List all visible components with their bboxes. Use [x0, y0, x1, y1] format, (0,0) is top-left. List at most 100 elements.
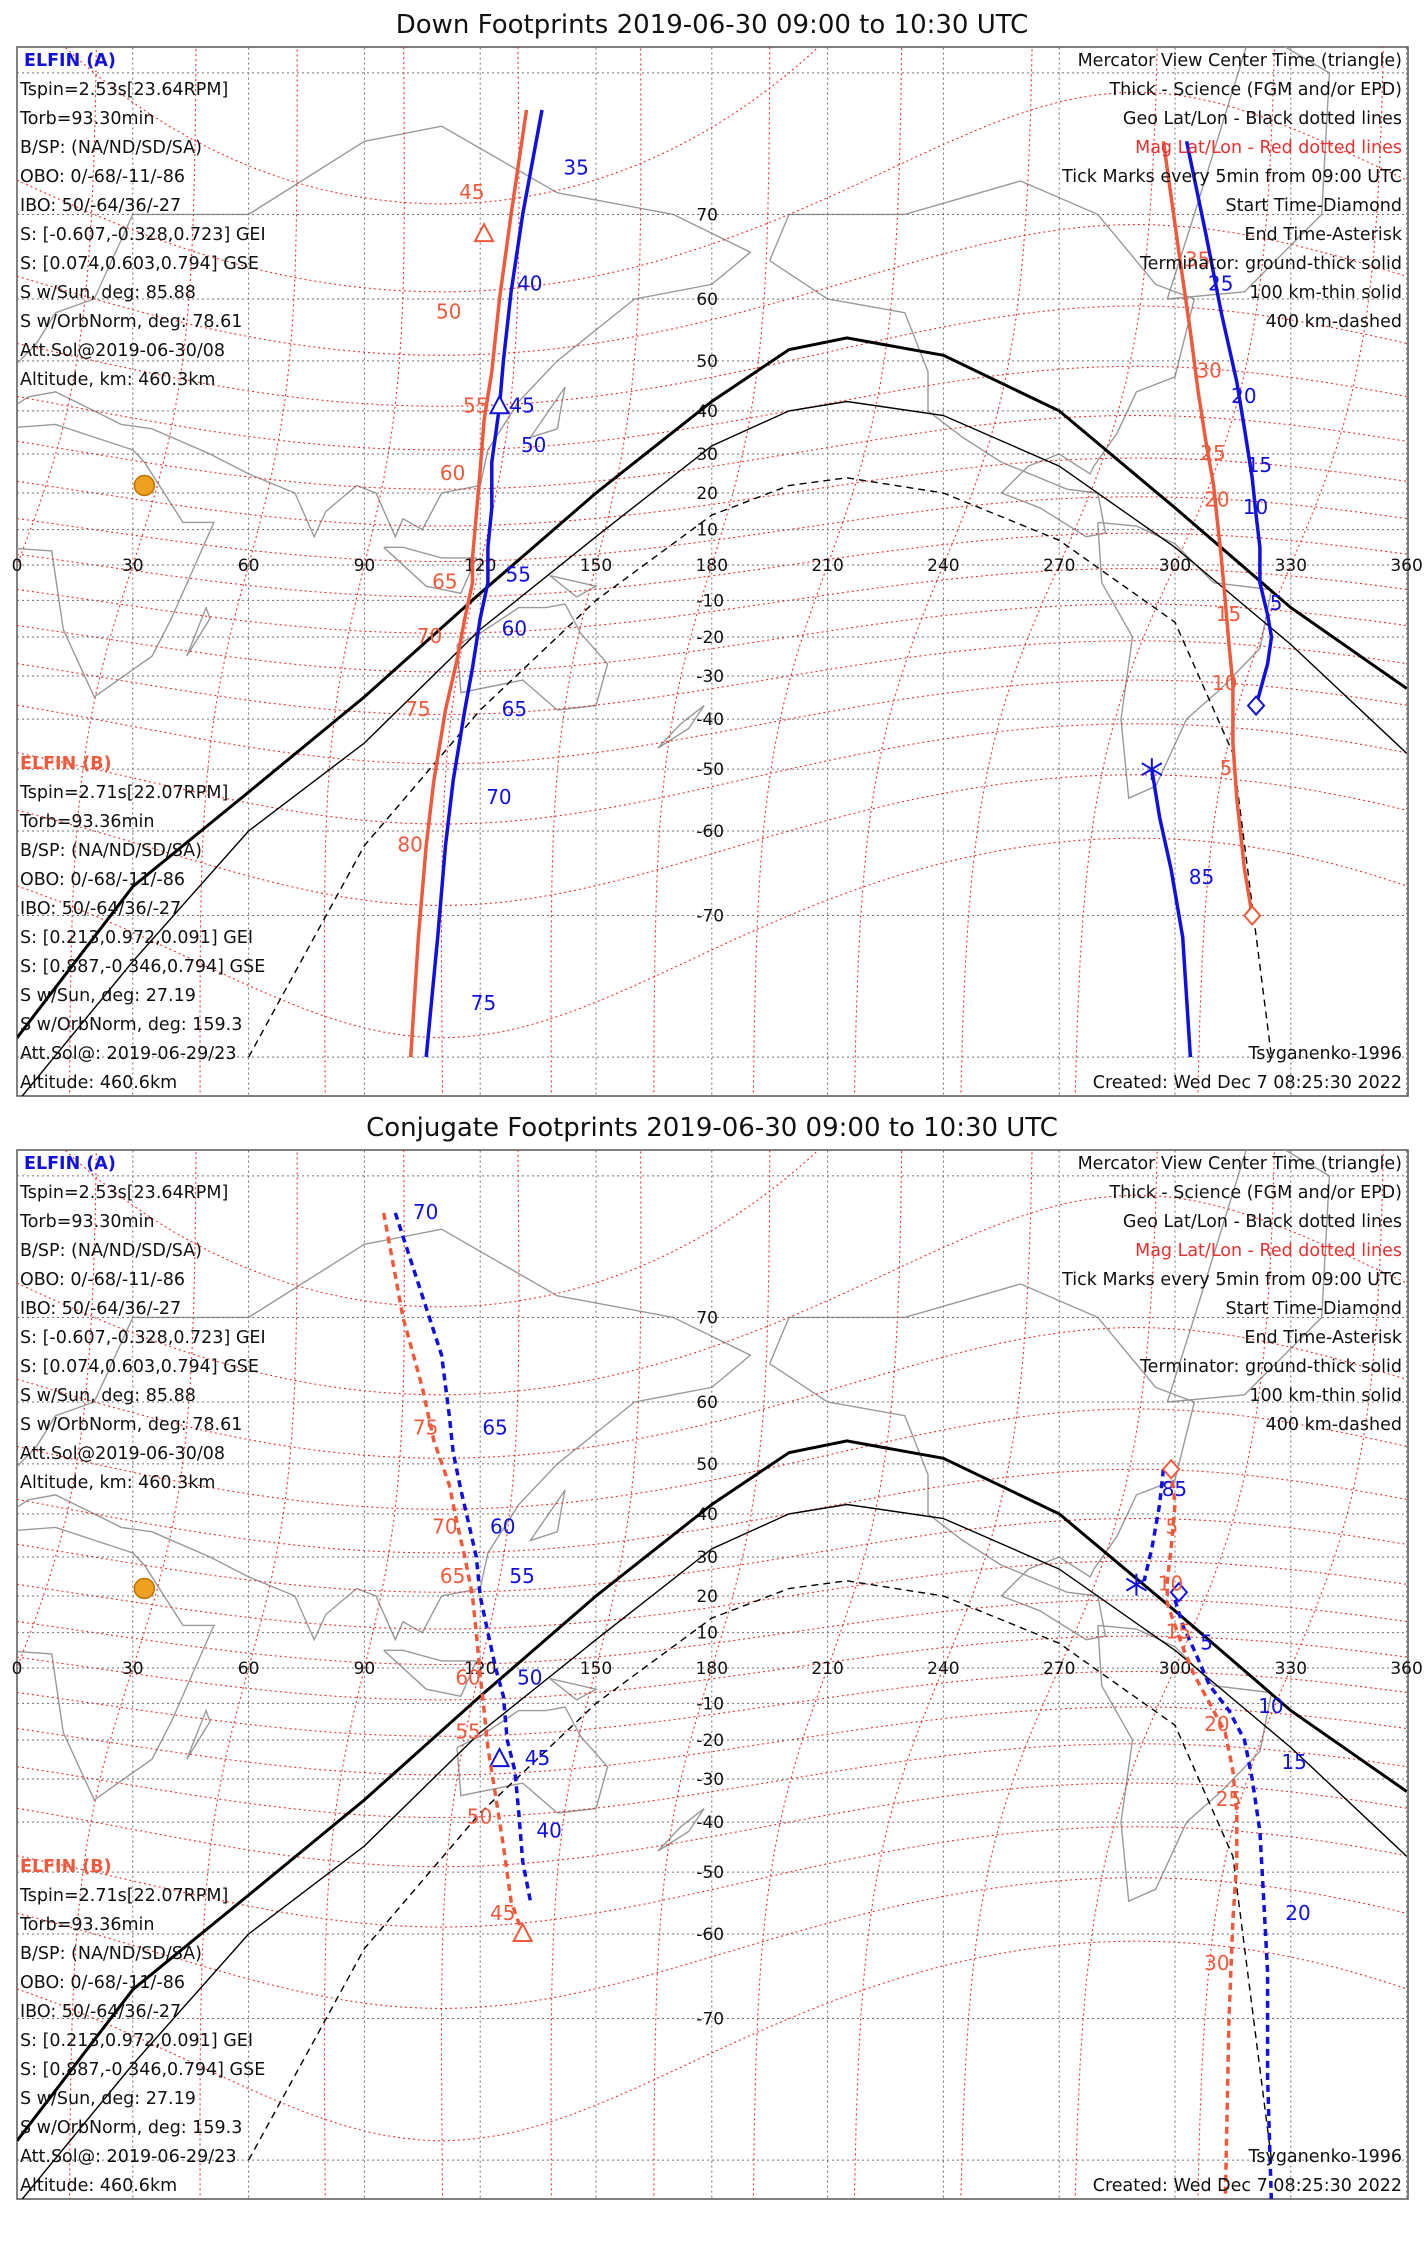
x-tick-label: 120 — [464, 1659, 496, 1679]
mag-lon-line — [653, 1150, 771, 2199]
info-line: OBO: 0/-68/-11/-86 — [20, 1270, 185, 1290]
x-tick-label: 330 — [1275, 1659, 1307, 1679]
tick-minute-label: 45 — [490, 1901, 515, 1925]
x-tick-label: 0 — [12, 556, 23, 576]
tick-minute-label: 25 — [1200, 441, 1225, 465]
tick-minute-label: 45 — [509, 393, 534, 417]
legend-line: Tick Marks every 5min from 09:00 UTC — [1061, 167, 1402, 187]
coastline — [528, 1489, 566, 1542]
mag-lon-line — [440, 47, 520, 1096]
x-tick-label: 240 — [927, 556, 959, 576]
tick-minute-label: 80 — [397, 833, 422, 857]
info-line: S: [0.213,0.972,0.091] GEI — [20, 2031, 253, 2051]
coastline — [456, 1706, 609, 1814]
y-tick-label: 50 — [696, 352, 718, 372]
y-tick-label: 20 — [696, 484, 718, 504]
mag-lon-line — [653, 47, 771, 1096]
tick-minute-label: 5 — [1220, 756, 1233, 780]
tick-minute-label: 65 — [502, 697, 527, 721]
info-line: B/SP: (NA/ND/SD/SA) — [20, 1944, 202, 1964]
mag-lat-line — [17, 223, 1407, 356]
info-line: S w/OrbNorm, deg: 78.61 — [20, 1415, 242, 1435]
y-tick-label: -30 — [696, 667, 724, 687]
y-tick-label: -50 — [696, 1863, 724, 1883]
info-line: IBO: 50/-64/36/-27 — [20, 1299, 181, 1319]
mag-lon-line — [550, 1150, 642, 2199]
mag-lon-line — [440, 1150, 520, 2199]
tick-minute-label: 50 — [436, 300, 461, 324]
info-line: Tspin=2.53s[23.64RPM] — [19, 1183, 228, 1203]
tick-minute-label: 45 — [459, 180, 484, 204]
tick-minute-label: 15 — [1166, 1620, 1191, 1644]
chart-title: Down Footprints 2019-06-30 09:00 to 10:3… — [396, 10, 1029, 40]
x-tick-label: 180 — [696, 556, 728, 576]
tick-minute-label: 35 — [1185, 248, 1210, 272]
tick-minute-label: 70 — [417, 624, 442, 648]
y-tick-label: -40 — [696, 710, 724, 730]
legend-right: Mercator View Center Time (triangle) Thi… — [1061, 1154, 1403, 2196]
y-tick-label: -20 — [696, 1731, 724, 1751]
tick-minute-label: 70 — [413, 1200, 438, 1224]
coastline — [1166, 47, 1331, 300]
tick-minute-label: 70 — [432, 1514, 457, 1538]
info-line: OBO: 0/-68/-11/-86 — [20, 870, 185, 890]
info-line: Att.Sol@2019-06-30/08 — [20, 1444, 225, 1464]
info-line: IBO: 50/-64/36/-27 — [20, 2002, 181, 2022]
view-center-triangle-icon — [511, 1921, 534, 1943]
coastline — [456, 603, 609, 711]
info-line: S: [0.213,0.972,0.091] GEI — [20, 928, 253, 948]
coastline — [1166, 1150, 1331, 1403]
legend-line: Geo Lat/Lon - Black dotted lines — [1123, 1212, 1402, 1232]
info-line: S w/Sun, deg: 85.88 — [20, 283, 196, 303]
info-line: S w/Sun, deg: 27.19 — [20, 2089, 196, 2109]
info-line: S w/OrbNorm, deg: 159.3 — [20, 2118, 242, 2138]
view-center-triangle-icon — [473, 221, 495, 243]
terminator-ground — [17, 336, 1408, 1039]
info-line: S: [0.887,-0.346,0.794] GSE — [20, 957, 265, 977]
legend-line: Mag Lat/Lon - Red dotted lines — [1135, 1241, 1402, 1261]
sun-icon — [133, 1577, 156, 1600]
footprint-track — [424, 109, 544, 1058]
tick-minute-label: 20 — [1204, 1712, 1229, 1736]
tick-minute-label: 30 — [1204, 1951, 1229, 1975]
info-line: S w/Sun, deg: 27.19 — [20, 986, 196, 1006]
terminator-lines — [17, 1439, 1408, 2199]
x-tick-label: 360 — [1390, 556, 1422, 576]
created-label: Created: Wed Dec 7 08:25:30 2022 — [1093, 1073, 1402, 1093]
end-asterisk-icon — [1125, 1573, 1147, 1596]
mag-lon-line — [853, 1150, 1033, 2199]
probe-b-title: ELFIN (B) — [20, 754, 112, 774]
tick-minute-label: 55 — [506, 563, 531, 587]
info-line: Tspin=2.53s[23.64RPM] — [19, 80, 228, 100]
coastline — [17, 423, 215, 698]
tick-minute-label: 5 — [1270, 591, 1283, 615]
coastline — [383, 546, 478, 595]
coastline — [17, 1526, 215, 1801]
start-diamond-icon — [1161, 1458, 1181, 1480]
x-tick-label: 30 — [122, 1659, 144, 1679]
legend-line: 400 km-dashed — [1266, 312, 1402, 332]
land-outlines — [17, 1150, 1331, 1903]
tick-minute-label: 15 — [1216, 602, 1241, 626]
y-tick-label: 30 — [696, 1548, 718, 1568]
coastline — [549, 574, 598, 598]
info-line: Tspin=2.71s[22.07RPM] — [19, 783, 228, 803]
mag-lat-line — [17, 414, 1407, 490]
tick-minute-label: 20 — [1204, 487, 1229, 511]
tick-minute-label: 55 — [509, 1564, 534, 1588]
legend-line: Start Time-Diamond — [1226, 1299, 1402, 1319]
y-tick-label: -10 — [696, 1694, 724, 1714]
coastline — [1097, 1624, 1273, 1903]
tick-minute-label: 55 — [463, 393, 488, 417]
legend-line: Mercator View Center Time (triangle) — [1078, 51, 1402, 71]
info-line: B/SP: (NA/ND/SD/SA) — [20, 1241, 202, 1261]
tick-minute-label: 10 — [1212, 671, 1237, 695]
info-line: IBO: 50/-64/36/-27 — [20, 899, 181, 919]
info-line: Altitude, km: 460.3km — [20, 370, 215, 390]
end-asterisk-icon — [1141, 758, 1163, 781]
legend-line: Start Time-Diamond — [1226, 196, 1402, 216]
x-tick-label: 330 — [1275, 556, 1307, 576]
x-tick-label: 270 — [1043, 556, 1075, 576]
y-tick-label: -30 — [696, 1770, 724, 1790]
tick-minute-label: 60 — [440, 461, 465, 485]
